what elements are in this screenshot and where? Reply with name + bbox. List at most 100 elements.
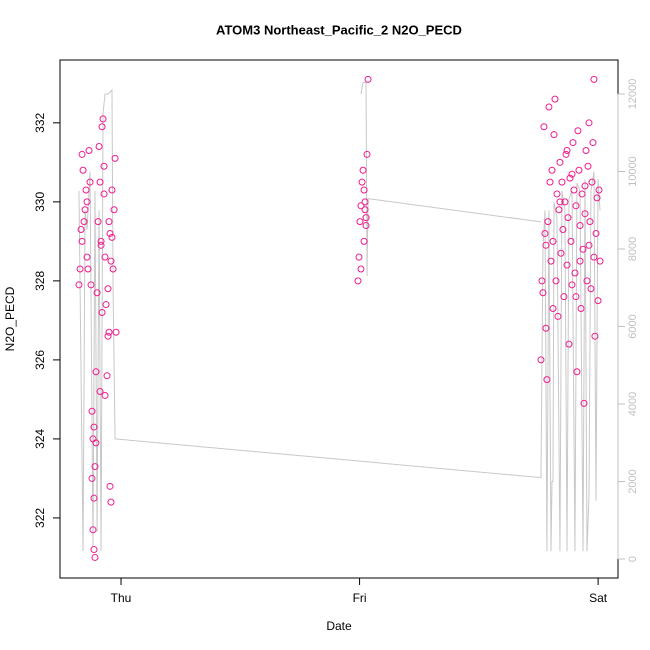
x-tick-label: Fri (353, 591, 367, 605)
data-point (91, 553, 99, 561)
data-point (78, 150, 86, 158)
data-point (99, 115, 107, 123)
data-point (107, 257, 115, 265)
data-point (83, 198, 91, 206)
data-point (360, 237, 368, 245)
data-point (100, 190, 108, 198)
data-point (551, 95, 559, 103)
data-point (556, 198, 564, 206)
data-point (566, 174, 574, 182)
data-point (574, 127, 582, 135)
data-point (576, 257, 584, 265)
y2-tick-label: 12000 (627, 79, 639, 110)
data-point (544, 218, 552, 226)
data-point (549, 305, 557, 313)
y-axis-label: N2O_PECD (3, 286, 17, 351)
data-point (543, 376, 551, 384)
data-point (357, 202, 365, 210)
data-point (568, 170, 576, 178)
data-point (97, 237, 105, 245)
data-point (101, 391, 109, 399)
data-point (95, 143, 103, 151)
data-point (364, 75, 372, 83)
data-point (92, 368, 100, 376)
data-point (361, 206, 369, 214)
data-point (580, 399, 588, 407)
data-point (581, 182, 589, 190)
x-tick-label: Sat (589, 591, 608, 605)
data-point (539, 289, 547, 297)
data-point (537, 356, 545, 364)
plot-box (59, 59, 619, 579)
data-point (354, 277, 362, 285)
data-point (106, 229, 114, 237)
data-point (106, 482, 114, 490)
y-tick-label: 322 (33, 508, 47, 528)
data-point (577, 305, 585, 313)
data-point (102, 301, 110, 309)
data-point (83, 253, 91, 261)
data-point (581, 210, 589, 218)
data-point (547, 257, 555, 265)
data-point (108, 233, 116, 241)
data-point (542, 324, 550, 332)
data-point (105, 328, 113, 336)
data-point (103, 372, 111, 380)
data-point (590, 75, 598, 83)
data-point (109, 265, 117, 273)
x-tick-label: Thu (111, 591, 132, 605)
data-point (92, 439, 100, 447)
data-point (362, 214, 370, 222)
data-point (82, 186, 90, 194)
altitude-line (78, 81, 601, 552)
data-point (568, 281, 576, 289)
data-point (565, 340, 573, 348)
data-point (552, 277, 560, 285)
data-point (81, 206, 89, 214)
data-point (564, 214, 572, 222)
x-axis-label: Date (326, 619, 352, 633)
y-tick-label: 326 (33, 350, 47, 370)
data-point (89, 526, 97, 534)
data-point (100, 162, 108, 170)
data-point (587, 285, 595, 293)
data-point (96, 388, 104, 396)
data-point (572, 293, 580, 301)
data-point (360, 186, 368, 194)
y2-tick-label: 6000 (627, 314, 639, 338)
data-point (359, 166, 367, 174)
data-point (554, 312, 562, 320)
data-point (576, 222, 584, 230)
y2-tick-label: 4000 (627, 392, 639, 416)
data-point (553, 190, 561, 198)
data-point (541, 229, 549, 237)
y2-tick-label: 2000 (627, 469, 639, 493)
data-point (85, 146, 93, 154)
data-point (563, 146, 571, 154)
data-point (596, 257, 604, 265)
data-point (112, 328, 120, 336)
data-point (75, 281, 83, 289)
data-point (583, 277, 591, 285)
data-point (111, 154, 119, 162)
data-point (77, 226, 85, 234)
data-point (88, 474, 96, 482)
chart-title: ATOM3 Northeast_Pacific_2 N2O_PECD (216, 22, 462, 37)
data-point (104, 285, 112, 293)
data-point (86, 178, 94, 186)
data-point (542, 241, 550, 249)
data-point (557, 249, 565, 257)
data-point (594, 297, 602, 305)
data-point (549, 237, 557, 245)
data-point (96, 178, 104, 186)
data-point (578, 190, 586, 198)
data-point (90, 423, 98, 431)
data-point (555, 206, 563, 214)
data-point (572, 202, 580, 210)
data-point (80, 218, 88, 226)
data-point (97, 241, 105, 249)
y2-tick-label: 8000 (627, 237, 639, 261)
y-tick-label: 332 (33, 112, 47, 132)
data-point (556, 158, 564, 166)
